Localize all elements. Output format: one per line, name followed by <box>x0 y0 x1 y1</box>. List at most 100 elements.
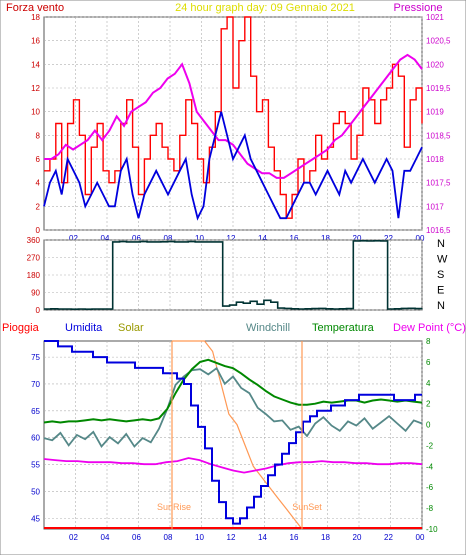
direction-y-tick: 90 <box>31 289 40 298</box>
legend-rain: Pioggia <box>2 322 40 334</box>
gust-line <box>44 16 423 219</box>
climate-x-tick: 12 <box>227 533 236 542</box>
wind-y2-tick: 1018 <box>426 155 444 164</box>
wind-x-tick: 20 <box>353 234 362 243</box>
pressure-axis-title: Pressione <box>394 2 443 14</box>
wind-y-tick: 8 <box>36 131 41 140</box>
wind-x-tick: 06 <box>132 234 141 243</box>
direction-series <box>44 240 423 310</box>
climate-panel: 45 50 55 60 65 70 75 -10 -8 -6 -4 -2 02 4 6 8 02 04 06 08… <box>31 337 438 542</box>
compass-label: N <box>437 300 445 312</box>
wind-x-tick: 12 <box>227 234 236 243</box>
climate-x-tick: 06 <box>132 533 141 542</box>
direction-y-tick: 0 <box>36 306 41 315</box>
climate-x-tick: 08 <box>164 533 173 542</box>
wind-y2-tick: 1019,5 <box>426 84 451 93</box>
direction-grid <box>44 239 423 311</box>
legend-windchill: Windchill <box>246 322 290 334</box>
climate-x-ticks: 02 04 06 08 10 12 14 16 18 20 22 00 <box>69 533 425 542</box>
wind-y-tick: 2 <box>36 202 41 211</box>
dewpoint-line <box>43 457 423 474</box>
direction-y-ticks: 0 90 180 270 360 <box>27 236 41 315</box>
climate-y2-tick: -8 <box>426 504 434 513</box>
climate-y2-tick: 4 <box>426 379 431 388</box>
climate-y2-tick: 6 <box>426 358 431 367</box>
climate-x-tick: 20 <box>353 533 362 542</box>
wind-y2-tick: 1020,5 <box>426 37 451 46</box>
wind-y-tick: 0 <box>36 226 41 235</box>
climate-y-tick: 75 <box>31 353 40 362</box>
humidity-line <box>44 340 422 525</box>
temperature-y-ticks: -10 -8 -6 -4 -2 0 2 4 6 8 <box>426 337 438 534</box>
climate-y-tick: 65 <box>31 407 40 416</box>
wind-y2-tick: 1016,5 <box>426 226 451 235</box>
climate-y2-tick: -4 <box>426 462 434 471</box>
wind-y-tick: 6 <box>36 155 41 164</box>
climate-y2-tick: 8 <box>426 337 431 346</box>
wind-x-ticks: 02 04 06 08 10 12 14 16 18 20 22 00 <box>69 234 425 243</box>
compass-label: E <box>437 285 444 297</box>
wind-x-tick: 10 <box>195 234 204 243</box>
direction-y-tick: 360 <box>27 236 41 245</box>
climate-y-tick: 45 <box>31 514 40 523</box>
direction-line <box>44 240 423 310</box>
wind-x-tick: 08 <box>164 234 173 243</box>
wind-y2-tick: 1018,5 <box>426 131 451 140</box>
climate-x-tick: 04 <box>101 533 110 542</box>
wind-axis-title: Forza vento <box>6 2 64 14</box>
climate-y-tick: 50 <box>31 487 40 496</box>
climate-y-tick: 60 <box>31 434 40 443</box>
climate-x-tick: 10 <box>195 533 204 542</box>
climate-x-tick: 16 <box>290 533 299 542</box>
climate-y2-tick: -10 <box>426 525 438 534</box>
climate-y-tick: 55 <box>31 461 40 470</box>
wind-y-tick: 4 <box>36 179 41 188</box>
wind-x-tick: 02 <box>69 234 78 243</box>
climate-y-tick: 70 <box>31 380 40 389</box>
climate-x-tick: 00 <box>416 533 425 542</box>
compass-label: S <box>437 269 444 281</box>
climate-x-tick: 22 <box>384 533 393 542</box>
climate-y2-tick: 2 <box>426 400 431 409</box>
wind-y-tick: 12 <box>31 84 40 93</box>
legend-solar: Solar <box>118 322 144 334</box>
wind-y-ticks: 0 2 4 6 8 10 12 14 16 18 <box>31 13 40 235</box>
climate-x-tick: 02 <box>69 533 78 542</box>
wind-y2-tick: 1017 <box>426 202 444 211</box>
wind-y-tick: 10 <box>31 108 40 117</box>
wind-y2-tick: 1020 <box>426 60 444 69</box>
wind-average-line <box>43 111 423 221</box>
temperature-line <box>43 358 423 424</box>
wind-y-tick: 18 <box>31 13 40 22</box>
wind-y-tick: 16 <box>31 37 40 46</box>
climate-series <box>43 340 423 530</box>
climate-y2-tick: -6 <box>426 483 434 492</box>
sunrise-label: SunRise <box>157 502 191 512</box>
solar-line <box>172 340 303 530</box>
legend-humidity: Umidita <box>65 322 103 334</box>
wind-series <box>43 16 423 221</box>
climate-x-tick: 14 <box>258 533 267 542</box>
pressure-y-ticks: 1016,5 1017 1017,5 1018 1018,5 1019 1019,5 1020… <box>426 13 451 235</box>
wind-y2-tick: 1017,5 <box>426 179 451 188</box>
pressure-line <box>44 53 423 179</box>
direction-y-tick: 270 <box>27 254 41 263</box>
wind-x-tick: 16 <box>290 234 299 243</box>
wind-y2-tick: 1019 <box>426 108 444 117</box>
windchill-line <box>43 366 423 449</box>
wind-y2-tick: 1021 <box>426 13 444 22</box>
direction-y-tick: 180 <box>27 271 41 280</box>
humidity-y-ticks: 45 50 55 60 65 70 75 <box>31 353 40 523</box>
sunset-label: SunSet <box>292 502 322 512</box>
climate-legend: Pioggia Umidita Solar Windchill Temperat… <box>2 322 466 334</box>
wind-x-tick: 04 <box>101 234 110 243</box>
compass-label: W <box>437 254 448 266</box>
legend-dewpoint: Dew Point (°C) <box>393 322 466 334</box>
climate-y2-tick: -2 <box>426 441 434 450</box>
wind-x-tick: 18 <box>321 234 330 243</box>
climate-x-tick: 18 <box>321 533 330 542</box>
